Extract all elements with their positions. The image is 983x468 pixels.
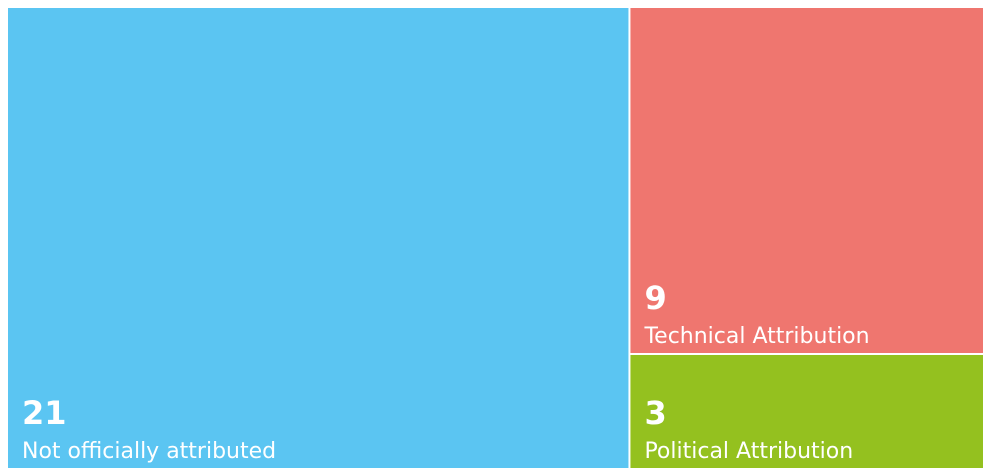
tile-value: 9 bbox=[644, 279, 666, 317]
tile-label: Technical Attribution bbox=[643, 324, 869, 349]
tile bbox=[8, 8, 629, 468]
tile-label: Not officially attributed bbox=[22, 439, 276, 464]
tile-label: Political Attribution bbox=[644, 439, 853, 464]
tile bbox=[630, 8, 983, 353]
tile-value: 21 bbox=[22, 394, 67, 432]
tile-value: 3 bbox=[644, 394, 666, 432]
tile bbox=[630, 355, 983, 468]
